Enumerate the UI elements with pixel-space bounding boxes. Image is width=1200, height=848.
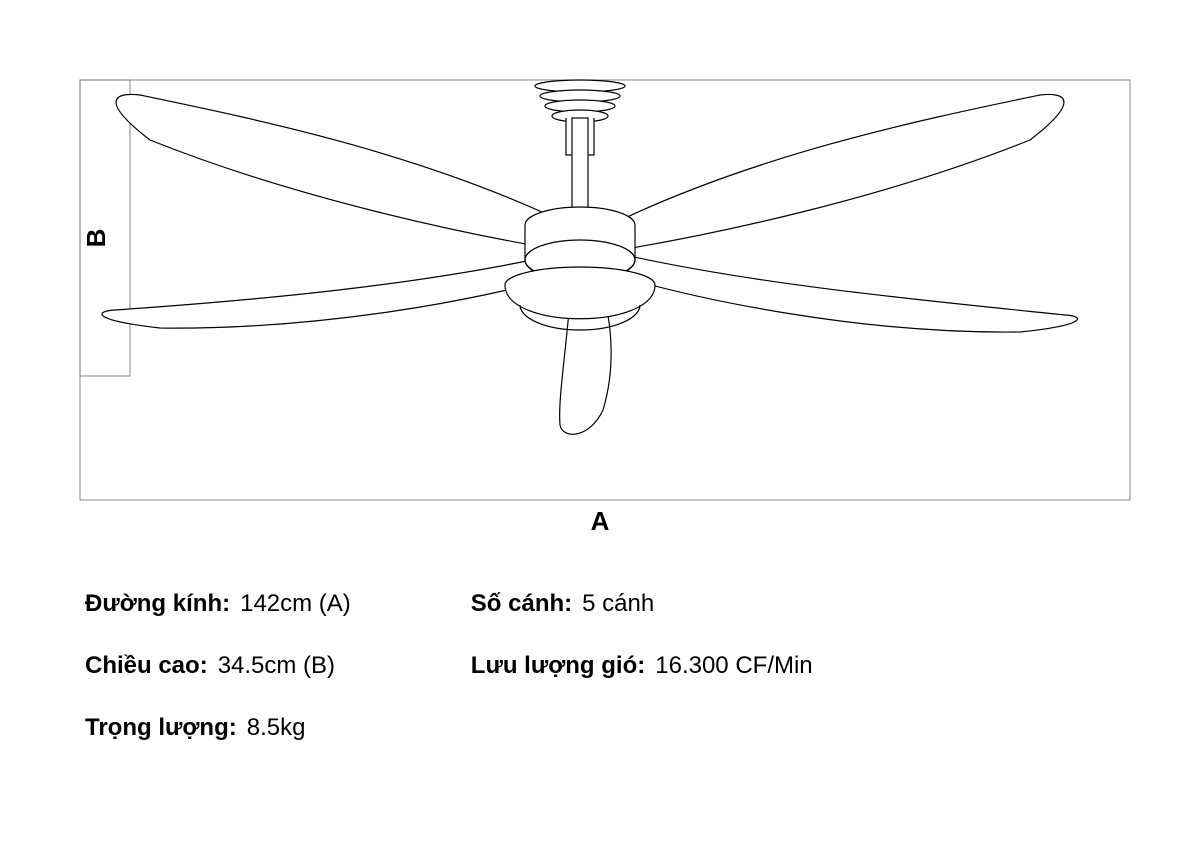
spec-value: 5 cánh — [582, 590, 654, 618]
spec-weight: Trọng lượng: 8.5kg — [85, 714, 351, 742]
spec-value: 142cm (A) — [240, 590, 351, 618]
specs-section: Đường kính: 142cm (A) Chiều cao: 34.5cm … — [85, 590, 1135, 742]
spec-airflow: Lưu lượng gió: 16.300 CF/Min — [471, 652, 813, 680]
spec-label: Lưu lượng gió: — [471, 652, 645, 680]
dimension-label-a: A — [591, 506, 610, 536]
specs-column-right: Số cánh: 5 cánh Lưu lượng gió: 16.300 CF… — [471, 590, 813, 742]
spec-blades: Số cánh: 5 cánh — [471, 590, 813, 618]
spec-label: Số cánh: — [471, 590, 572, 618]
spec-label: Trọng lượng: — [85, 714, 237, 742]
technical-diagram: A B — [0, 0, 1200, 540]
spec-diameter: Đường kính: 142cm (A) — [85, 590, 351, 618]
spec-label: Đường kính: — [85, 590, 230, 618]
dimension-box-b — [80, 80, 130, 376]
spec-height: Chiều cao: 34.5cm (B) — [85, 652, 351, 680]
fan-mount — [535, 80, 625, 208]
spec-label: Chiều cao: — [85, 652, 208, 680]
dimension-label-b: B — [81, 229, 111, 248]
spec-value: 16.300 CF/Min — [655, 652, 812, 680]
spec-value: 34.5cm (B) — [218, 652, 335, 680]
spec-value: 8.5kg — [247, 714, 306, 742]
specs-column-left: Đường kính: 142cm (A) Chiều cao: 34.5cm … — [85, 590, 351, 742]
